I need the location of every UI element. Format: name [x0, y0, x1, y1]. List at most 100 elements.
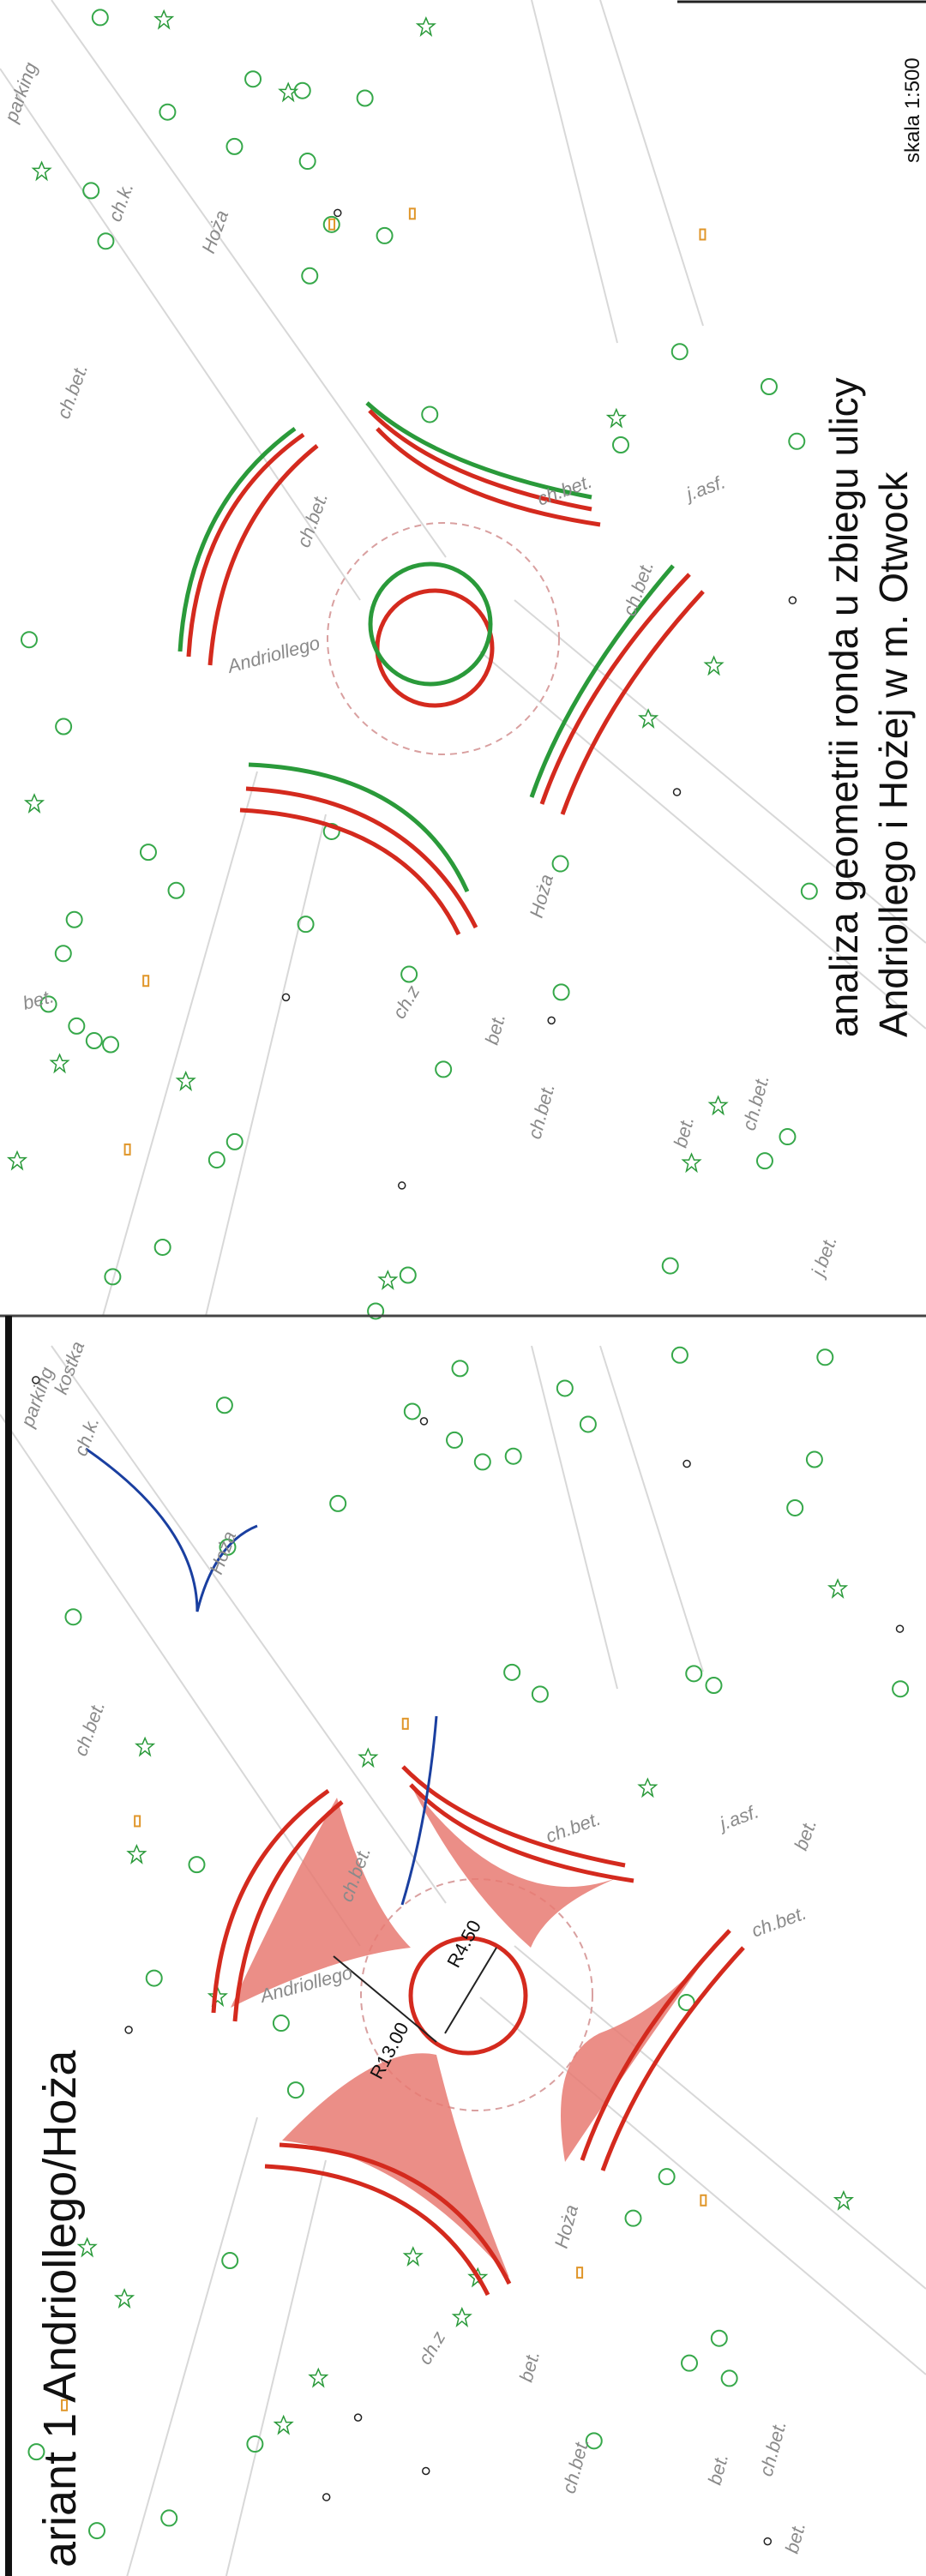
point	[763, 2537, 773, 2546]
shrub	[76, 2237, 98, 2258]
map-line	[225, 2159, 327, 2576]
tree	[556, 1379, 574, 1397]
island-red	[408, 1936, 528, 2056]
map-line	[479, 651, 926, 1030]
tree	[504, 1447, 522, 1465]
tree	[473, 1453, 491, 1471]
tree	[779, 1128, 797, 1146]
point	[124, 2026, 133, 2034]
tree	[552, 983, 570, 1001]
map-line	[0, 68, 361, 601]
tree	[88, 2522, 106, 2540]
splitter-fill	[231, 1798, 411, 2008]
hydrant	[123, 1143, 131, 1156]
shrub	[308, 2367, 329, 2388]
shrub	[415, 16, 436, 37]
hydrant	[134, 1815, 141, 1828]
tree	[293, 81, 311, 99]
kerb-green	[248, 762, 470, 893]
kerb-red	[368, 409, 592, 512]
tree	[97, 232, 115, 250]
map-line	[102, 771, 258, 1317]
hydrant	[700, 2194, 707, 2207]
tree	[670, 343, 688, 361]
hydrant	[142, 975, 150, 988]
tree	[301, 267, 319, 285]
tree	[85, 1032, 103, 1050]
map-line	[479, 1997, 926, 2375]
shrub	[49, 1053, 70, 1074]
hydrant	[576, 2267, 584, 2279]
shrub	[31, 160, 52, 182]
tree	[786, 1498, 804, 1516]
tree	[104, 1268, 122, 1286]
kerb-red	[279, 2142, 512, 2285]
tree	[685, 1665, 703, 1683]
map-line	[51, 1345, 447, 1904]
shrub	[273, 2414, 294, 2435]
tree	[705, 1677, 723, 1695]
tree	[27, 2443, 45, 2461]
tree	[159, 103, 177, 121]
outer-circle	[327, 522, 560, 755]
kerb-red	[264, 2164, 490, 2297]
tree	[244, 70, 262, 88]
map-line	[51, 0, 447, 558]
tree	[160, 2509, 178, 2527]
kerb-red	[211, 1788, 330, 2014]
kerb-green	[177, 426, 297, 652]
tree	[551, 855, 569, 873]
shrub	[377, 1270, 399, 1291]
map-line	[126, 2117, 258, 2576]
tree	[421, 405, 439, 423]
point	[895, 1624, 905, 1633]
point	[322, 2493, 331, 2501]
shrub	[827, 1578, 849, 1600]
tree	[272, 2015, 290, 2033]
kerb-red	[245, 786, 478, 929]
radius-line	[333, 1955, 437, 2043]
point	[547, 1016, 556, 1025]
kerb-red	[580, 1929, 731, 2161]
tree	[677, 1993, 695, 2011]
kerb-red	[186, 432, 305, 658]
shrub	[833, 2189, 854, 2211]
shrub	[451, 2307, 472, 2328]
point	[397, 1181, 406, 1190]
tree	[376, 226, 394, 244]
hydrant	[328, 218, 336, 231]
island-green	[368, 561, 493, 687]
tree	[800, 882, 818, 900]
splitter-fill	[561, 1939, 719, 2162]
tree	[322, 215, 340, 233]
tree	[399, 1266, 417, 1284]
point	[334, 208, 342, 218]
shrub	[114, 2288, 135, 2309]
tree	[225, 1132, 244, 1150]
shrub	[23, 793, 45, 814]
kerb-red	[560, 590, 705, 815]
tree	[503, 1663, 521, 1681]
kerb-red	[409, 1783, 634, 1883]
map-line	[599, 1345, 704, 1672]
tree	[167, 881, 185, 899]
tree	[367, 1302, 385, 1320]
shrub	[135, 1736, 156, 1757]
tree	[39, 995, 57, 1013]
splitter-fill	[282, 2053, 509, 2278]
tree	[892, 1680, 910, 1698]
shrub	[6, 1150, 28, 1171]
point	[353, 2413, 363, 2422]
variant-label: ariant 1 Andriollego/Hoża	[34, 2050, 86, 2567]
shrub	[126, 1843, 147, 1864]
kerb-red	[600, 1946, 745, 2171]
tree	[91, 9, 109, 27]
tree	[221, 2252, 239, 2270]
tree	[531, 1685, 549, 1703]
tree	[145, 1969, 163, 1987]
tree	[720, 2369, 738, 2387]
point	[422, 2466, 430, 2476]
tree	[215, 1396, 233, 1414]
hydrant	[61, 2399, 69, 2411]
